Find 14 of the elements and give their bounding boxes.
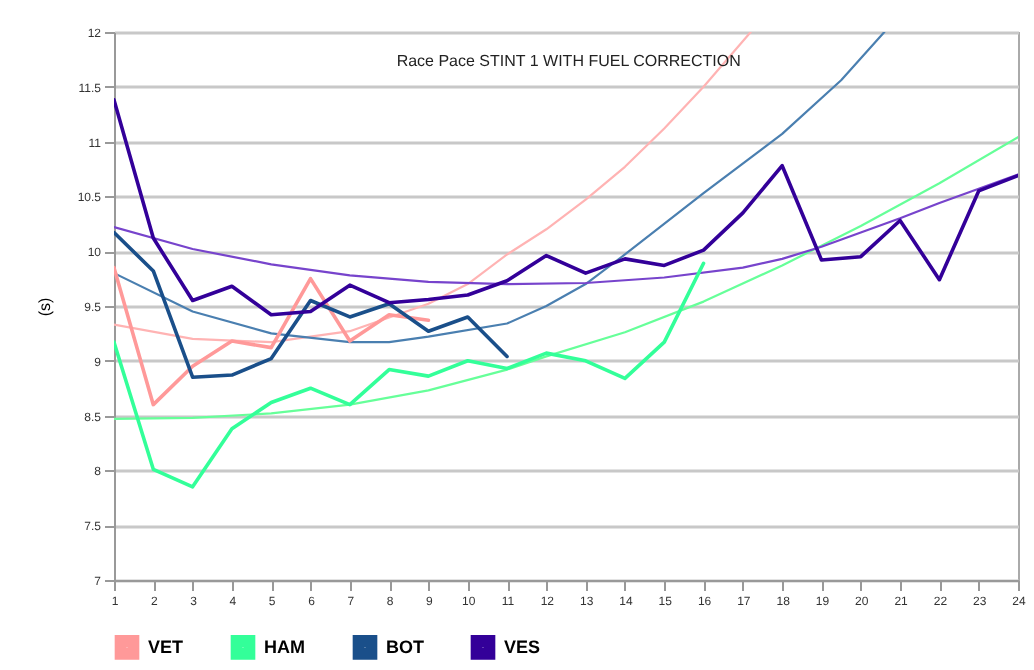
- line-series: [114, 98, 1018, 317]
- line-series: [114, 173, 1018, 286]
- line-series: [114, 32, 886, 344]
- text: Race Pace STINT 1 WITH FUEL CORRECTION: [396, 52, 742, 70]
- legend-label: VES: [504, 637, 541, 658]
- line-series: [114, 136, 1018, 420]
- line-series: [114, 265, 431, 407]
- legend-label: BOT: [386, 637, 425, 658]
- line-series: [114, 32, 752, 344]
- line-series: [114, 261, 706, 489]
- y-axis-title: (s): [35, 297, 54, 317]
- line-series: [114, 230, 509, 380]
- legend-label: HAM: [264, 637, 305, 658]
- legend-label: VET: [148, 637, 185, 658]
